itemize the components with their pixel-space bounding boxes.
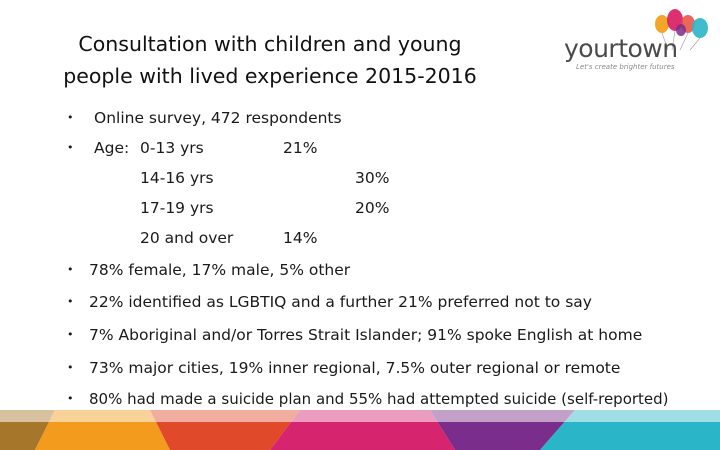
- title-line-1: Consultation with children and young: [78, 32, 462, 56]
- age-group-label: 20 and over: [140, 229, 234, 247]
- survey-text: Online survey, 472 respondents: [94, 109, 342, 127]
- bullet-dot: •: [67, 392, 74, 405]
- point-text: 78% female, 17% male, 5% other: [89, 261, 351, 279]
- point-text: 22% identified as LGBTIQ and a further 2…: [89, 293, 592, 311]
- age-group-label: 14-16 yrs: [140, 169, 214, 187]
- logo-tagline: Let's create brighter futures: [576, 63, 675, 71]
- logo-wordmark: yourtown: [564, 34, 678, 63]
- title-line-2: people with lived experience 2015-2016: [63, 64, 477, 88]
- age-group-value: 21%: [283, 139, 318, 157]
- point-text: 80% had made a suicide plan and 55% had …: [89, 390, 669, 408]
- bullet-dot: •: [67, 263, 74, 276]
- age-group-label: 0-13 yrs: [140, 139, 204, 157]
- point-text: 73% major cities, 19% inner regional, 7.…: [89, 359, 621, 377]
- age-group-value: 14%: [283, 229, 318, 247]
- slide-title: Consultation with children and young peo…: [30, 28, 510, 92]
- point-text: 7% Aboriginal and/or Torres Strait Islan…: [89, 326, 643, 344]
- bullet-dot: •: [67, 328, 74, 341]
- band-fade: [0, 410, 720, 422]
- age-group-label: 17-19 yrs: [140, 199, 214, 217]
- age-group-value: 20%: [355, 199, 390, 217]
- bullet-dot: •: [67, 141, 74, 154]
- yourtown-logo: yourtown Let's create brighter futures: [562, 8, 712, 71]
- age-label: Age:: [94, 139, 130, 157]
- balloons-icon: [655, 9, 708, 51]
- bullet-dot: •: [67, 111, 74, 124]
- age-group-value: 30%: [355, 169, 390, 187]
- decorative-band: [0, 410, 720, 450]
- bullet-dot: •: [67, 361, 74, 374]
- bullet-dot: •: [67, 295, 74, 308]
